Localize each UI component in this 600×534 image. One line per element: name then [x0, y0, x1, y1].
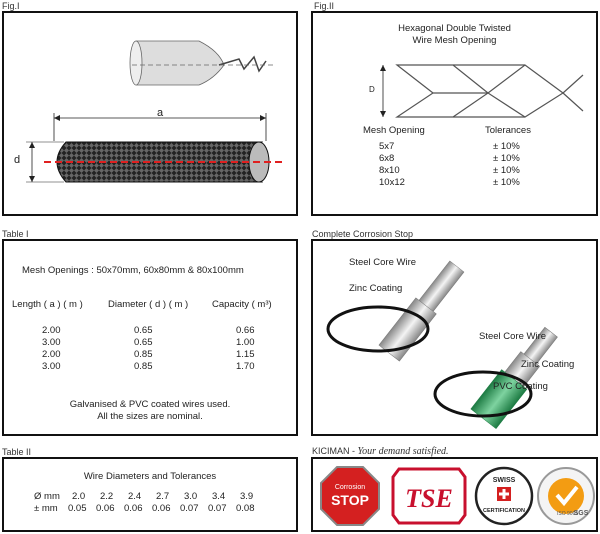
head-diameter: Diameter ( d ) ( m )	[108, 299, 189, 310]
mesh-openings-text: Mesh Openings : 50x70mm, 60x80mm & 80x10…	[22, 265, 244, 276]
mesh-opening-cell: 5x7	[379, 141, 395, 152]
stop-top-text: Corrosion	[335, 484, 365, 491]
capacity-cell: 1.00	[236, 337, 255, 348]
table1-note1: Galvanised & PVC coated wires used.	[69, 399, 231, 410]
zinc-coating-label-1: Zinc Coating	[349, 283, 403, 294]
brand-name: KICIMAN	[312, 446, 350, 456]
tolerance-value: 0.07	[208, 503, 227, 514]
corrosion-panel: Steel Core Wire Zinc Coating Steel Core …	[311, 239, 598, 436]
diameter-value: 3.9	[240, 491, 254, 502]
fig1-panel: a d	[2, 11, 298, 216]
tolerance-cell: ± 10%	[493, 153, 520, 164]
tolerance-value: 0.07	[180, 503, 199, 514]
slogan: Your demand satisfied.	[357, 446, 449, 457]
sgs-iso-logo: ISO 9001 SGS	[537, 467, 595, 525]
col-tolerances: Tolerances	[485, 125, 531, 136]
diameter-value: 2.7	[156, 491, 170, 502]
diameter-value: 2.4	[128, 491, 142, 502]
certifications-panel: Corrosion STOP TSE SWISS CERTIFICATION I…	[311, 457, 598, 532]
tse-logo: TSE	[391, 467, 467, 525]
zinc-coating-label-2: Zinc Coating	[521, 359, 575, 370]
length-cell: 3.00	[42, 361, 61, 372]
label-a: a	[157, 107, 164, 119]
tolerance-value: 0.05	[68, 503, 87, 514]
col-mesh-opening: Mesh Opening	[363, 125, 425, 136]
tolerance-value: 0.06	[152, 503, 171, 514]
hex-mesh-drawing	[380, 64, 584, 118]
steel-core-label-2: Steel Core Wire	[479, 331, 547, 342]
fig2-panel: Hexagonal Double Twisted Wire Mesh Openi…	[311, 11, 598, 216]
diameter-cell: 0.65	[134, 337, 153, 348]
gabion-drawing	[26, 40, 286, 183]
head-capacity: Capacity ( m³)	[212, 299, 272, 310]
tolerance-value: 0.08	[236, 503, 255, 514]
diameter-cell: 0.65	[134, 325, 153, 336]
diameter-value: 2.0	[72, 491, 86, 502]
length-cell: 2.00	[42, 325, 61, 336]
table2-panel: Wire Diameters and Tolerances Ø mm ± mm …	[2, 457, 298, 532]
mesh-opening-cell: 6x8	[379, 153, 395, 164]
tolerance-cell: ± 10%	[493, 165, 520, 176]
tolerance-cell: ± 10%	[493, 177, 520, 188]
pvc-coating-label: PVC Coating	[493, 381, 548, 392]
length-cell: 3.00	[42, 337, 61, 348]
table1-panel: Mesh Openings : 50x70mm, 60x80mm & 80x10…	[2, 239, 298, 436]
sgs-text: SGS	[574, 510, 589, 517]
capacity-cell: 1.15	[236, 349, 255, 360]
length-cell: 2.00	[42, 349, 61, 360]
fig1-caption: Fig.I	[2, 1, 20, 11]
tse-text: TSE	[405, 484, 453, 513]
row-diameter-label: Ø mm	[34, 491, 60, 502]
capacity-cell: 0.66	[236, 325, 255, 336]
diameter-value: 3.0	[184, 491, 198, 502]
fig2-title-line2: Wire Mesh Opening	[412, 35, 497, 46]
brand-caption: KICIMAN - Your demand satisfied.	[312, 446, 449, 457]
table2-caption: Table II	[2, 447, 32, 457]
label-D: D	[369, 85, 375, 94]
swiss-bottom-text: CERTIFICATION	[483, 508, 525, 514]
diameter-value: 3.4	[212, 491, 226, 502]
steel-core-label-1: Steel Core Wire	[349, 257, 417, 268]
swiss-certification-logo: SWISS CERTIFICATION	[474, 466, 534, 526]
diameter-value: 2.2	[100, 491, 114, 502]
iso-text: ISO 9001	[557, 511, 578, 517]
tolerance-cell: ± 10%	[493, 141, 520, 152]
label-d: d	[14, 154, 21, 166]
head-length: Length ( a ) ( m )	[12, 299, 83, 310]
fig2-caption: Fig.II	[314, 1, 335, 11]
stop-main-text: STOP	[331, 492, 369, 508]
corrosion-stop-logo: Corrosion STOP	[320, 466, 380, 526]
mesh-opening-cell: 10x12	[379, 177, 405, 188]
row-tolerance-label: ± mm	[34, 503, 58, 514]
tolerance-value: 0.06	[96, 503, 115, 514]
table1-caption: Table I	[2, 229, 29, 239]
table2-title: Wire Diameters and Tolerances	[83, 471, 217, 482]
diameter-cell: 0.85	[134, 349, 153, 360]
table1-note2: All the sizes are nominal.	[97, 411, 203, 422]
diameter-cell: 0.85	[134, 361, 153, 372]
swiss-top-text: SWISS	[493, 477, 516, 484]
wire-coating-drawing	[326, 260, 558, 430]
corrosion-caption: Complete Corrosion Stop	[312, 229, 414, 239]
mesh-opening-cell: 8x10	[379, 165, 400, 176]
tolerance-value: 0.06	[124, 503, 143, 514]
capacity-cell: 1.70	[236, 361, 255, 372]
fig2-title-line1: Hexagonal Double Twisted	[398, 23, 511, 34]
